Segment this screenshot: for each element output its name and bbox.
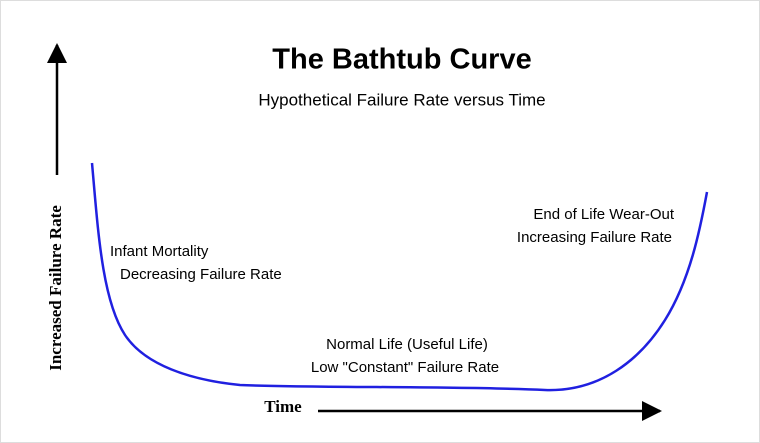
x-axis-label: Time (264, 397, 302, 416)
region-label: End of Life Wear-Out (533, 206, 674, 223)
region-label: Increasing Failure Rate (517, 229, 672, 246)
bathtub-curve (90, 162, 709, 392)
region-label: Low "Constant" Failure Rate (311, 359, 499, 376)
region-label: Normal Life (Useful Life) (326, 336, 488, 353)
region-label: Decreasing Failure Rate (120, 266, 282, 283)
y-axis-label: Increased Failure Rate (46, 205, 65, 371)
region-label: Infant Mortality (110, 243, 209, 260)
title: The Bathtub Curve (272, 44, 531, 76)
subtitle: Hypothetical Failure Rate versus Time (258, 90, 545, 109)
